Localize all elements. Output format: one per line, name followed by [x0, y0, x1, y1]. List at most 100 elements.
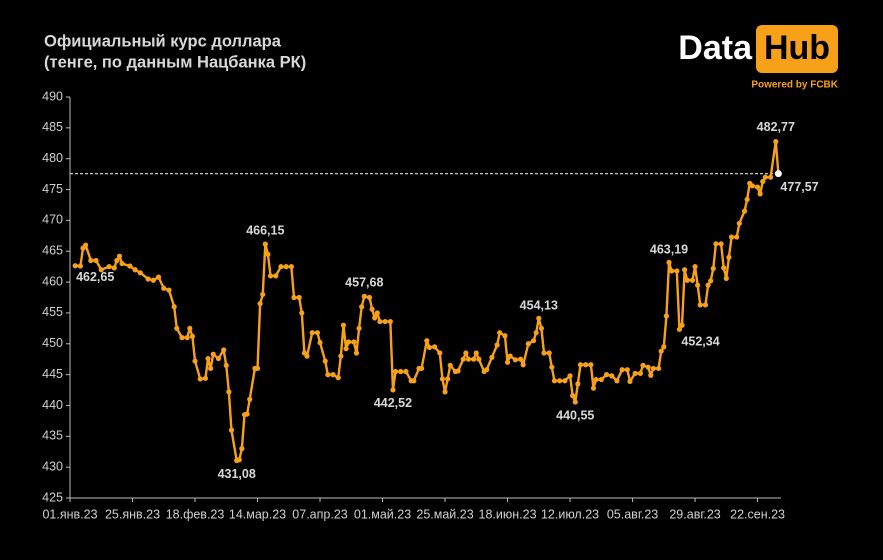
data-point: [517, 356, 524, 362]
data-point: [525, 341, 531, 347]
y-tick-label: 455: [42, 305, 63, 319]
logo-box: [756, 25, 838, 73]
data-point: [236, 457, 242, 463]
data-point: [645, 364, 651, 370]
data-point: [340, 322, 347, 328]
y-tick-label: 490: [42, 89, 63, 103]
data-point: [215, 355, 222, 362]
data-point: [442, 389, 448, 395]
data-point: [627, 378, 633, 385]
data-point: [221, 347, 227, 353]
y-tick-label: 475: [42, 182, 63, 196]
data-point: [437, 350, 443, 356]
y-tick-label: 480: [42, 151, 63, 165]
y-tick-label: 425: [42, 490, 63, 504]
data-point: [767, 174, 774, 180]
data-point: [202, 375, 209, 381]
data-point: [575, 381, 581, 387]
x-tick-label: 18.июн.23: [479, 507, 537, 521]
data-point: [161, 285, 167, 291]
data-point: [614, 378, 620, 384]
data-point: [244, 411, 250, 417]
data-point: [726, 254, 732, 260]
data-point: [533, 330, 539, 336]
data-point: [655, 365, 662, 372]
y-tick-label: 450: [42, 336, 63, 350]
data-point: [98, 267, 104, 273]
data-point: [424, 338, 430, 344]
data-point: [741, 208, 748, 214]
data-point: [697, 302, 703, 308]
data-point: [288, 264, 294, 270]
y-tick-label: 460: [42, 274, 63, 288]
data-point: [773, 139, 779, 145]
data-point: [572, 399, 578, 405]
data-point: [343, 346, 349, 352]
data-point: [304, 353, 310, 359]
data-point: [669, 268, 675, 274]
data-point: [411, 378, 417, 384]
data-point: [512, 357, 518, 363]
logo: Data Hub Powered by FCBK: [678, 25, 839, 91]
data-point: [736, 220, 742, 227]
x-tick-label: 01.янв.23: [42, 507, 97, 521]
data-point: [226, 389, 232, 395]
x-tick-label: 22.сен.23: [730, 507, 785, 521]
data-point: [426, 344, 433, 351]
data-point: [353, 350, 360, 356]
data-point: [689, 277, 696, 283]
chart-title: Официальный курс доллара: [44, 32, 282, 50]
data-point: [471, 356, 477, 362]
data-point: [166, 287, 172, 293]
data-point: [590, 385, 597, 391]
chart-subtitle: (тенге, по данным Нацбанка РК): [44, 53, 306, 71]
x-tick-label: 14.мар.23: [229, 507, 286, 521]
data-point: [658, 348, 664, 354]
data-point: [497, 330, 503, 336]
data-point: [77, 263, 84, 269]
data-point: [473, 350, 479, 356]
data-point: [702, 302, 709, 308]
data-point: [114, 257, 120, 264]
y-tick-label: 440: [42, 398, 63, 412]
data-point: [418, 365, 425, 372]
data-point: [174, 325, 180, 331]
data-point: [713, 241, 719, 247]
x-tick-label: 25.май.23: [416, 507, 473, 521]
data-point: [494, 342, 500, 348]
data-point: [577, 362, 584, 368]
data-point: [692, 264, 698, 270]
x-tick-label: 05.авг.23: [607, 507, 658, 521]
data-point: [377, 318, 383, 325]
annotation-label: 440,55: [556, 408, 594, 422]
data-point: [710, 265, 716, 272]
data-point: [106, 264, 112, 270]
data-point: [127, 263, 133, 269]
data-point: [267, 273, 274, 279]
data-point: [387, 318, 393, 325]
annotation-label: 454,13: [520, 299, 558, 313]
y-tick-label: 485: [42, 120, 63, 134]
data-point: [650, 365, 656, 372]
data-point: [192, 358, 198, 364]
data-point: [734, 234, 740, 240]
data-point: [705, 282, 711, 288]
data-point: [150, 277, 156, 283]
data-point: [674, 268, 680, 274]
data-point: [567, 373, 573, 379]
logo-word: Data: [678, 29, 753, 67]
data-point: [663, 313, 670, 319]
data-point: [661, 344, 667, 350]
data-point: [390, 387, 396, 393]
data-point: [208, 365, 214, 372]
data-point: [197, 376, 203, 382]
logo-word: Hub: [764, 29, 830, 67]
data-point: [536, 315, 542, 321]
data-point: [504, 359, 511, 365]
x-tick-label: 25.янв.23: [105, 507, 160, 521]
data-point: [679, 322, 685, 328]
x-tick-label: 12.июл.23: [541, 507, 599, 521]
data-point: [392, 368, 399, 375]
data-point: [273, 273, 279, 279]
